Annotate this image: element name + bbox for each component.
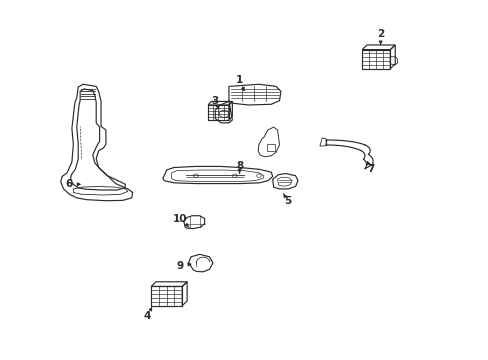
Text: 3: 3 xyxy=(211,96,219,109)
Text: 7: 7 xyxy=(366,161,374,174)
Text: 2: 2 xyxy=(376,28,384,44)
Text: 6: 6 xyxy=(66,179,80,189)
Text: 9: 9 xyxy=(176,261,190,271)
Text: 10: 10 xyxy=(173,214,188,227)
Text: 8: 8 xyxy=(236,161,243,174)
Text: 5: 5 xyxy=(283,194,291,206)
Text: 1: 1 xyxy=(236,75,244,91)
Text: 4: 4 xyxy=(143,308,151,321)
